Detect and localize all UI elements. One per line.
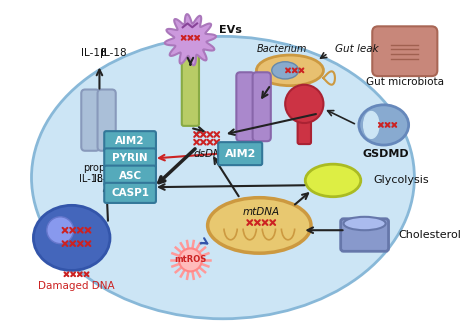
FancyBboxPatch shape [218,142,262,165]
Ellipse shape [31,36,414,319]
Ellipse shape [272,62,299,79]
Ellipse shape [208,198,311,253]
Text: PYRIN: PYRIN [112,154,148,163]
Text: pro: pro [98,163,114,173]
Circle shape [47,217,73,244]
Text: pro: pro [83,163,99,173]
FancyBboxPatch shape [341,219,389,251]
FancyBboxPatch shape [372,26,438,76]
Text: IL-1β: IL-1β [81,48,107,58]
Text: mtROS: mtROS [174,255,207,264]
Ellipse shape [344,217,386,230]
Circle shape [179,248,202,271]
FancyBboxPatch shape [104,149,156,168]
FancyBboxPatch shape [253,72,271,141]
FancyBboxPatch shape [81,89,100,151]
FancyBboxPatch shape [182,49,199,126]
Text: Damaged DNA: Damaged DNA [38,281,115,291]
Text: Cholesterol: Cholesterol [398,230,461,240]
FancyBboxPatch shape [104,131,156,151]
Text: mtDNA: mtDNA [243,207,280,217]
Ellipse shape [256,55,323,86]
Text: Gut microbiota: Gut microbiota [366,77,444,87]
Circle shape [285,85,323,123]
FancyBboxPatch shape [237,72,255,141]
Text: AIM2: AIM2 [225,149,256,159]
FancyBboxPatch shape [104,166,156,186]
Text: IL-18: IL-18 [79,174,103,184]
FancyBboxPatch shape [298,112,311,144]
Ellipse shape [359,105,409,145]
Text: IL-1β: IL-1β [94,174,118,184]
FancyBboxPatch shape [98,89,116,151]
Text: Bacterium: Bacterium [257,44,308,54]
Text: dsDNA: dsDNA [193,149,228,159]
FancyBboxPatch shape [104,183,156,203]
Text: EVs: EVs [219,25,242,35]
Ellipse shape [305,164,361,197]
Ellipse shape [364,112,379,138]
Text: Glycolysis: Glycolysis [373,175,429,185]
Text: IL-18: IL-18 [101,48,127,58]
Polygon shape [165,14,216,65]
Ellipse shape [33,205,110,270]
Text: Gut leak: Gut leak [335,44,379,54]
Text: GSDMD: GSDMD [362,149,409,159]
Text: CASP1: CASP1 [111,188,149,198]
Text: AIM2: AIM2 [115,136,145,146]
Text: ASC: ASC [118,171,142,181]
